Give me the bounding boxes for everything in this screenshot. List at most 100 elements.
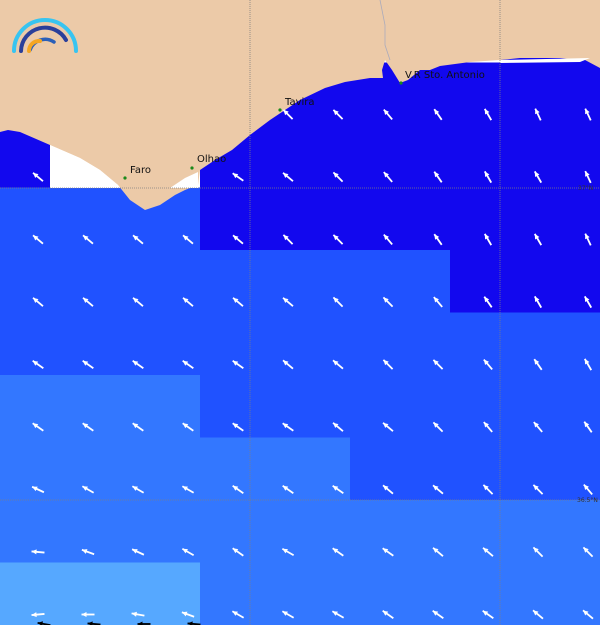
- current-arrow: [32, 172, 44, 182]
- current-arrow: [583, 483, 593, 496]
- speed-cell: [200, 187, 251, 251]
- current-arrow: [282, 485, 294, 494]
- speed-cell: [0, 562, 51, 625]
- current-arrow: [483, 296, 493, 308]
- speed-cell: [400, 312, 451, 376]
- latitude-label-36-5: 36.5°N: [577, 497, 598, 504]
- current-arrow: [232, 172, 244, 182]
- current-arrow: [332, 296, 344, 308]
- town-label-faro: Faro: [130, 165, 151, 176]
- current-arrow: [232, 297, 244, 307]
- current-arrow: [483, 358, 493, 371]
- speed-cell: [450, 562, 501, 625]
- speed-cell: [400, 375, 451, 438]
- speed-cell: [350, 187, 401, 251]
- land-layer: [0, 0, 600, 210]
- speed-cell: [300, 312, 351, 376]
- current-arrow: [433, 171, 443, 183]
- town-dot-vrsa: [399, 81, 403, 85]
- speed-cell: [500, 562, 551, 625]
- speed-cell: [300, 125, 351, 188]
- speed-cell: [400, 562, 451, 625]
- speed-cell: [550, 375, 600, 438]
- current-arrow: [534, 108, 542, 121]
- current-arrow: [433, 296, 443, 308]
- coastal-no-data: [50, 145, 120, 188]
- speed-cell: [200, 437, 251, 501]
- speed-cell: [100, 375, 151, 438]
- speed-cell: [500, 375, 551, 438]
- current-arrow: [332, 171, 344, 183]
- speed-cell: [50, 500, 101, 563]
- town-label-tavira: Tavira: [284, 97, 315, 108]
- speed-cell: [500, 250, 551, 313]
- speed-cell: [300, 500, 351, 563]
- town-label-olhao: Olhao: [197, 154, 226, 165]
- speed-cell: [300, 187, 351, 251]
- current-arrow: [533, 170, 543, 184]
- town-markers: [123, 81, 403, 180]
- speed-cell: [450, 187, 501, 251]
- current-arrow: [432, 421, 444, 433]
- current-arrow: [132, 360, 144, 369]
- town-dot-olhao: [190, 166, 194, 170]
- current-arrow: [533, 358, 543, 371]
- speed-cell: [550, 250, 600, 313]
- speed-cell: [250, 125, 301, 188]
- speed-cell: [400, 500, 451, 563]
- current-arrow: [282, 109, 294, 120]
- current-arrow: [281, 610, 295, 619]
- speed-cell: [550, 62, 600, 126]
- speed-cell: [400, 250, 451, 313]
- speed-cell: [500, 187, 551, 251]
- current-arrow: [383, 233, 393, 246]
- speed-cell: [550, 187, 600, 251]
- speed-cell: [0, 375, 51, 438]
- speed-cell: [450, 250, 501, 313]
- speed-cell: [100, 250, 151, 313]
- current-arrow: [432, 484, 444, 495]
- current-arrow: [383, 171, 393, 183]
- speed-cell: [50, 187, 101, 251]
- current-arrow: [182, 234, 194, 245]
- coastal-no-data: [170, 172, 198, 188]
- town-label-vrsa: V.R Sto. Antonio: [405, 70, 485, 81]
- current-arrow: [482, 484, 494, 495]
- speed-cell: [350, 562, 401, 625]
- current-arrow: [232, 234, 244, 245]
- speed-cell: [50, 437, 101, 501]
- speed-cell: [350, 250, 401, 313]
- current-arrow: [383, 108, 393, 121]
- current-arrow: [82, 422, 94, 432]
- current-arrow: [232, 547, 244, 557]
- speed-cell: [50, 562, 101, 625]
- current-arrow: [583, 295, 593, 309]
- current-arrow: [532, 484, 544, 495]
- speed-cell: [400, 187, 451, 251]
- speed-cell: [100, 312, 151, 376]
- speed-cell: [250, 437, 301, 501]
- speed-cell: [200, 312, 251, 376]
- latitude-label-37: 37°N: [578, 185, 593, 192]
- current-arrow: [584, 108, 592, 121]
- speed-cell: [50, 375, 101, 438]
- current-arrow: [532, 609, 544, 620]
- current-arrow: [433, 233, 443, 246]
- current-arrow: [432, 359, 444, 370]
- speed-cell: [500, 125, 551, 188]
- speed-cell: [500, 62, 551, 126]
- current-arrow: [81, 612, 95, 617]
- current-arrow: [182, 422, 194, 432]
- current-arrow: [181, 611, 195, 618]
- current-arrow: [282, 422, 294, 432]
- current-arrow: [482, 547, 494, 557]
- speed-cell: [0, 187, 51, 251]
- current-arrow: [382, 296, 394, 308]
- speed-cell: [400, 125, 451, 188]
- current-arrow: [382, 610, 394, 619]
- current-arrow: [181, 485, 195, 494]
- current-arrow: [131, 548, 145, 556]
- speed-cell: [50, 312, 101, 376]
